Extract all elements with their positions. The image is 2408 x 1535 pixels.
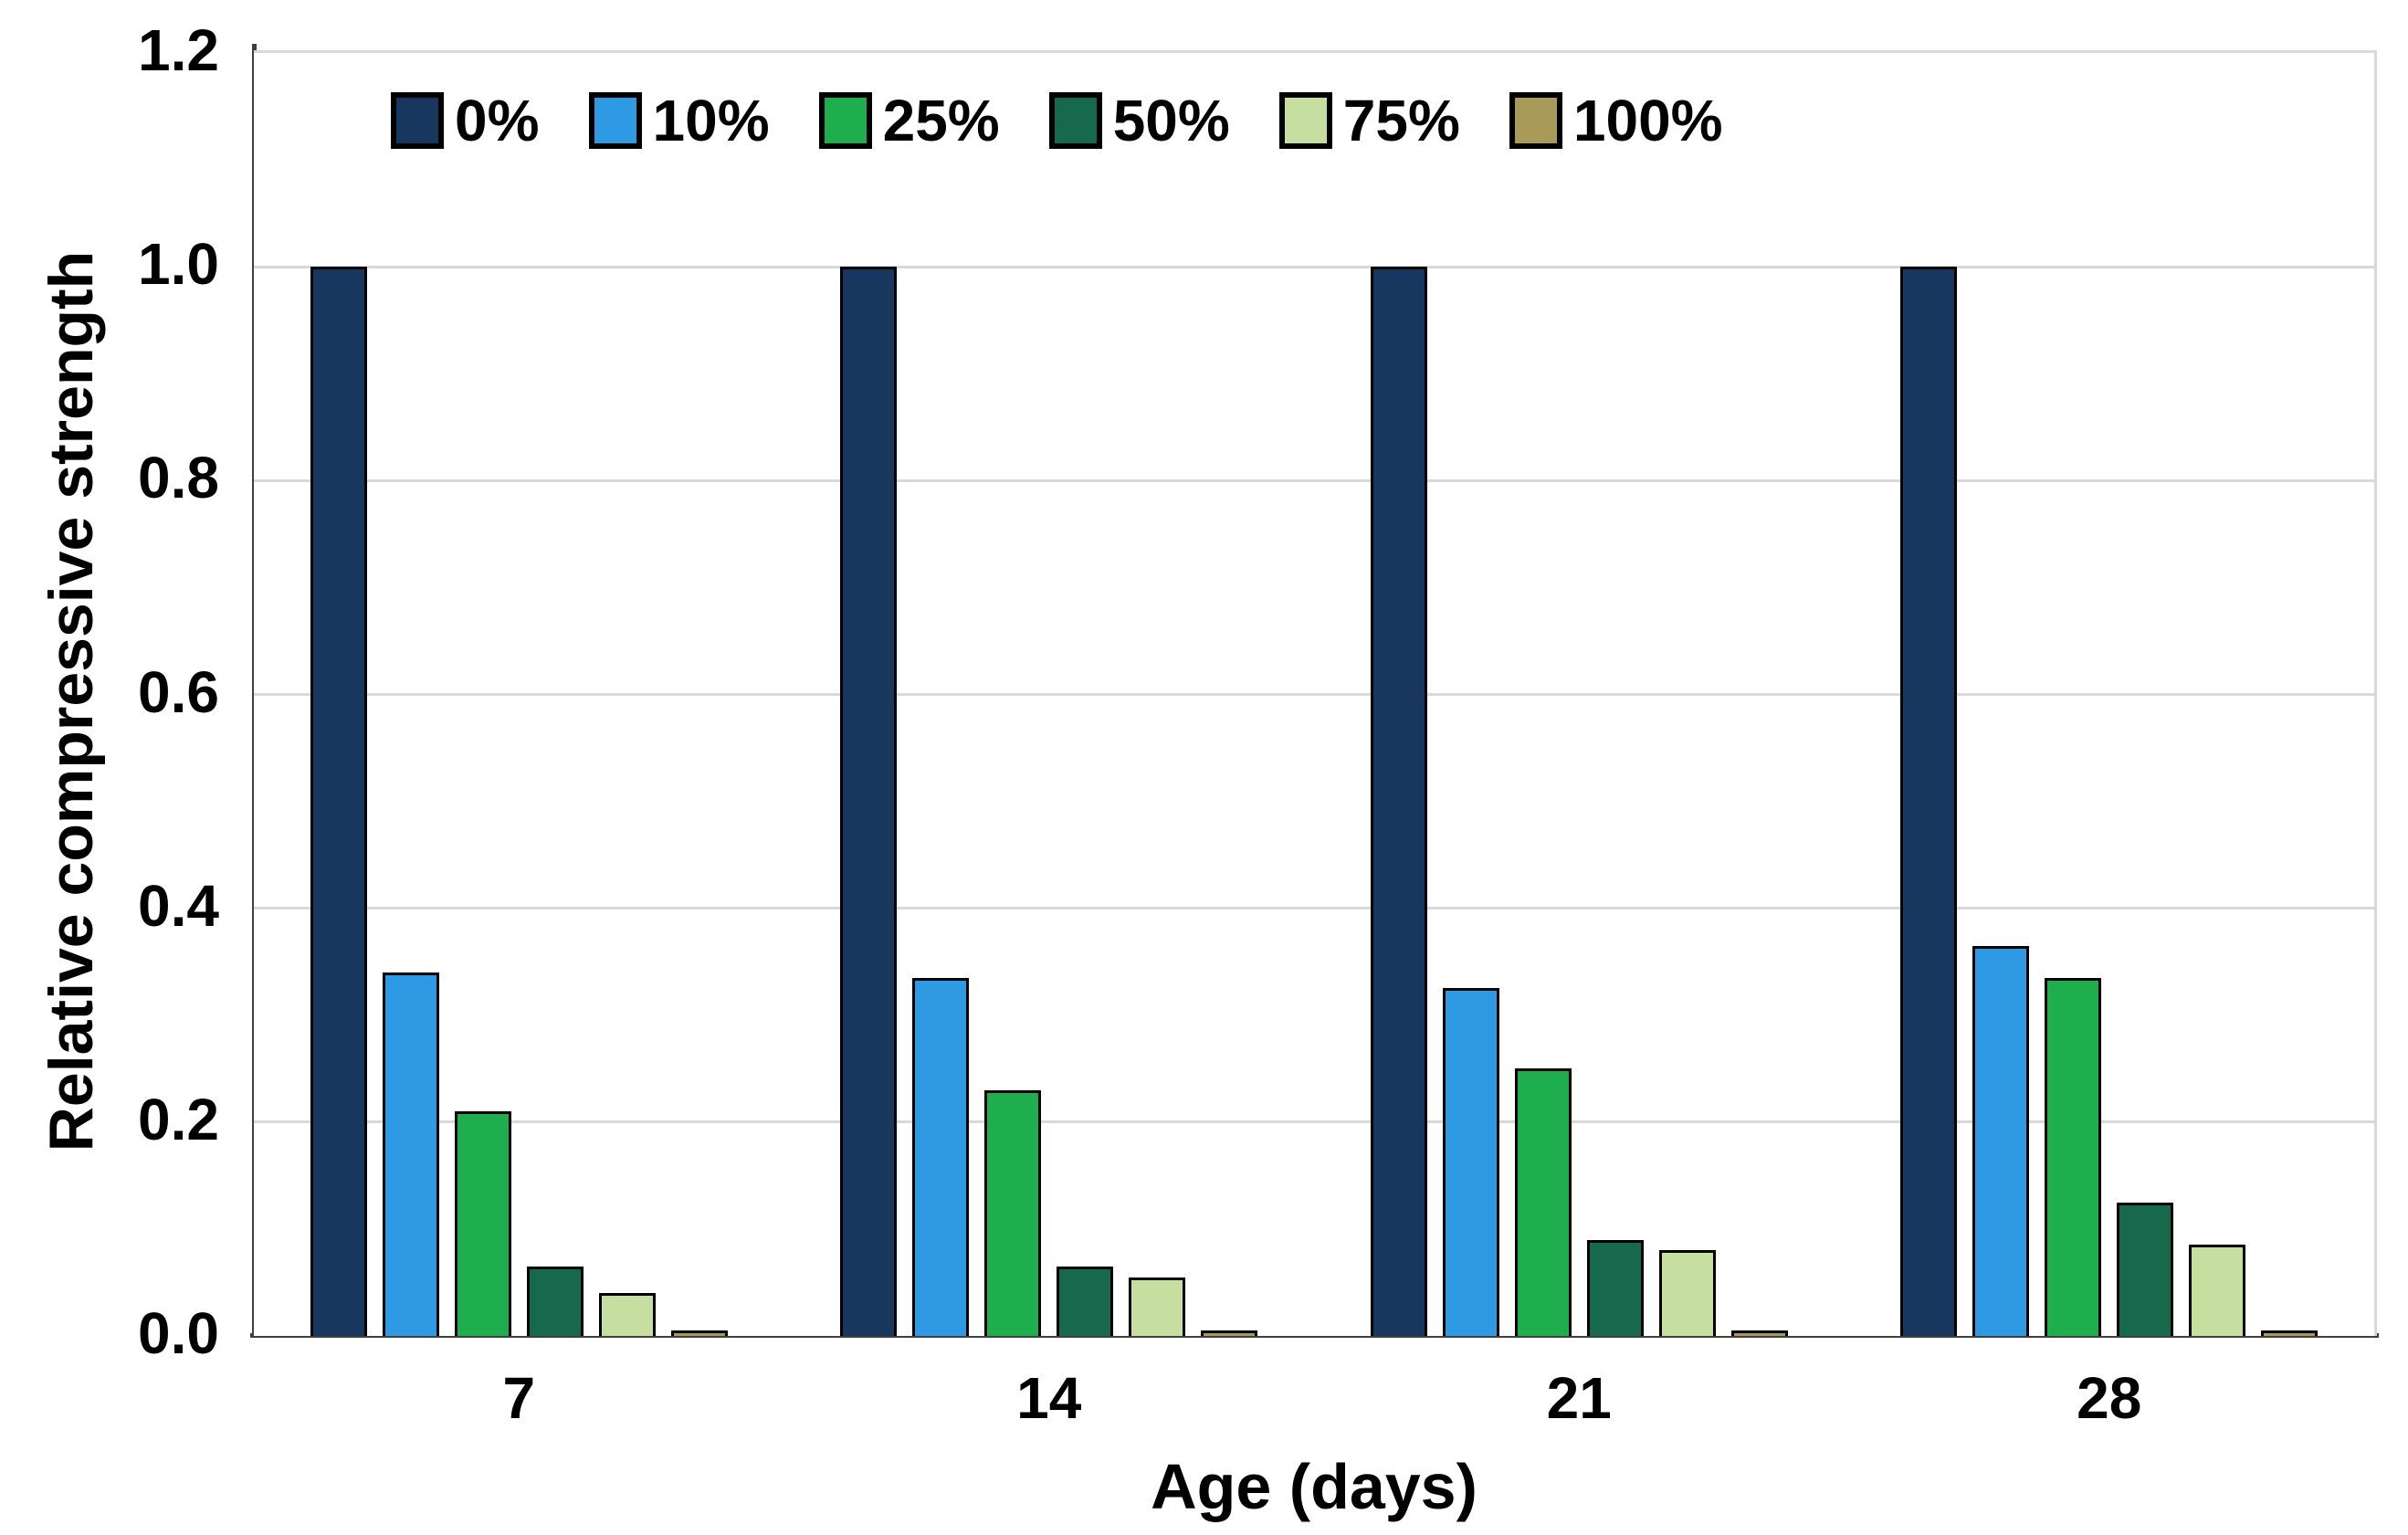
legend-label: 10% [652, 88, 770, 153]
bar-75%-age-14 [1129, 1277, 1186, 1336]
bar-50%-age-28 [2117, 1203, 2174, 1336]
legend-item: 25% [818, 88, 1000, 153]
bar-75%-age-21 [1658, 1250, 1716, 1336]
bar-0%-age-21 [1370, 267, 1427, 1336]
y-tick-label: 1.0 [138, 231, 219, 298]
legend-swatch-icon [391, 92, 444, 149]
bar-0%-age-7 [310, 267, 367, 1336]
bar-100%-age-28 [2261, 1330, 2319, 1336]
legend-label: 0% [455, 88, 540, 153]
x-axis-tick-labels: 7 14 21 28 [0, 1365, 2408, 1438]
bar-100%-age-7 [670, 1330, 728, 1336]
bar-100%-age-21 [1730, 1330, 1788, 1336]
legend-swatch-icon [1509, 92, 1562, 149]
x-tick-label: 21 [1546, 1365, 1612, 1431]
bar-25%-age-21 [1514, 1068, 1572, 1336]
y-tick-label: 0.6 [138, 658, 219, 725]
y-tick-label: 0.4 [138, 872, 219, 939]
x-tick-label: 28 [2077, 1365, 2142, 1431]
legend-swatch-icon [588, 92, 642, 149]
legend-label: 25% [882, 88, 1000, 153]
y-tick-label: 1.2 [138, 17, 219, 83]
bar-100%-age-14 [1201, 1330, 1258, 1336]
bar-75%-age-28 [2189, 1245, 2246, 1336]
gridline [254, 1120, 2374, 1124]
legend-item: 0% [391, 91, 540, 150]
bar-25%-age-28 [2045, 978, 2102, 1336]
legend-label: 100% [1572, 88, 1723, 153]
legend-item: 10% [588, 88, 770, 153]
bar-50%-age-21 [1586, 1240, 1644, 1336]
bar-0%-age-14 [840, 267, 898, 1336]
legend-swatch-icon [1048, 92, 1102, 149]
x-tick-label: 14 [1016, 1365, 1082, 1431]
y-axis-tick-labels: 1.2 1.0 0.8 0.6 0.4 0.2 0.0 [0, 0, 219, 1535]
bar-50%-age-7 [526, 1267, 584, 1336]
gridline [254, 265, 2374, 268]
bar-10%-age-14 [912, 978, 970, 1336]
bar-10%-age-28 [1972, 946, 2030, 1336]
bar-10%-age-7 [382, 973, 439, 1336]
legend-item: 100% [1509, 91, 1723, 150]
bar-0%-age-28 [1900, 267, 1958, 1336]
y-tick-label: 0.0 [138, 1300, 219, 1366]
bar-75%-age-7 [598, 1293, 656, 1336]
gridline [254, 693, 2374, 696]
y-tick-label: 0.2 [138, 1086, 219, 1152]
gridline [254, 907, 2374, 910]
legend-label: 75% [1342, 88, 1460, 153]
x-axis-title: Age (days) [1151, 1451, 1477, 1522]
y-tick-label: 0.8 [138, 445, 219, 511]
bar-10%-age-21 [1442, 988, 1499, 1336]
gridline [254, 478, 2374, 482]
legend-item: 75% [1278, 88, 1460, 153]
legend: 0% 10% 25% 50% 75% 100% [391, 91, 1723, 150]
bar-25%-age-14 [984, 1090, 1042, 1336]
bar-25%-age-7 [454, 1111, 511, 1336]
legend-label: 50% [1112, 88, 1230, 153]
bar-50%-age-14 [1057, 1267, 1114, 1336]
legend-swatch-icon [818, 92, 872, 149]
plot-area: 0% 10% 25% 50% 75% 100% [254, 50, 2377, 1336]
x-tick-label: 7 [502, 1365, 536, 1431]
legend-swatch-icon [1278, 92, 1332, 149]
legend-item: 50% [1048, 88, 1230, 153]
